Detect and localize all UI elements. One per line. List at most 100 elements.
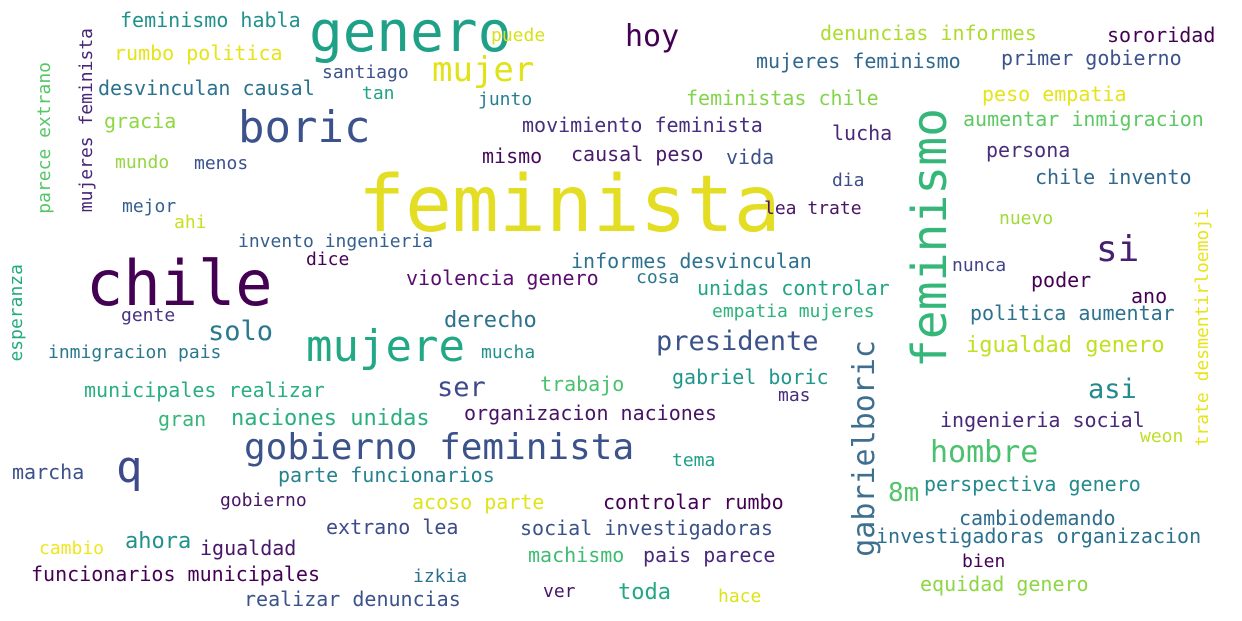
word-toda: toda [618, 580, 671, 605]
word-chile: chile [86, 247, 273, 320]
word-mujer: mujer [432, 50, 535, 90]
word-hombre: hombre [930, 435, 1039, 470]
word-empatia-mujeres: empatia mujeres [712, 301, 875, 322]
word-feminismo-habla: feminismo habla [120, 8, 301, 32]
word-feminismo: feminismo [902, 108, 958, 369]
word-aumentar-inmigracion: aumentar inmigracion [963, 107, 1204, 131]
word-perspectiva-genero: perspectiva genero [924, 472, 1141, 496]
word-parece-extrano: parece extrano [34, 62, 55, 214]
word-social-investigadoras: social investigadoras [520, 516, 773, 540]
word-ver: ver [543, 581, 576, 602]
word-si: si [1096, 229, 1140, 270]
word-funcionarios-municipales: funcionarios municipales [31, 562, 320, 586]
word-asi: asi [1088, 374, 1137, 405]
word-pais-parece: pais parece [643, 543, 776, 567]
word-cambio: cambio [39, 538, 105, 559]
word-bien: bien [962, 551, 1006, 572]
word-unidas-controlar: unidas controlar [697, 276, 890, 300]
word-dice: dice [306, 249, 350, 270]
word-causal-peso: causal peso [571, 142, 704, 166]
word-gabriel-boric: gabriel boric [672, 365, 829, 389]
word-organizacion-naciones: organizacion naciones [464, 401, 717, 425]
word-ingenieria-social: ingenieria social [940, 408, 1145, 432]
word-vida: vida [726, 145, 775, 169]
word-peso-empatia: peso empatia [982, 82, 1127, 106]
word-feministas-chile: feministas chile [686, 86, 879, 110]
word-marcha: marcha [12, 460, 85, 484]
word-primer-gobierno: primer gobierno [1001, 46, 1182, 70]
word-informes-desvinculan: informes desvinculan [571, 249, 812, 273]
word-igualdad: igualdad [200, 536, 297, 560]
word-movimiento-feminista: movimiento feminista [522, 113, 763, 137]
word-chile-invento: chile invento [1035, 165, 1192, 189]
word-poder: poder [1031, 268, 1092, 292]
word-extrano-lea: extrano lea [326, 515, 459, 539]
word-mujeres-feminismo: mujeres feminismo [756, 49, 961, 73]
word-sororidad: sororidad [1107, 23, 1216, 47]
word-hace: hace [718, 586, 762, 607]
word-mundo: mundo [115, 152, 170, 173]
word-menos: menos [194, 153, 249, 174]
word-municipales-realizar: municipales realizar [84, 378, 325, 402]
word-mas: mas [778, 385, 811, 406]
word-rumbo-politica: rumbo politica [114, 41, 283, 65]
word-equidad-genero: equidad genero [920, 572, 1089, 596]
word-gobierno-feminista: gobierno feminista [244, 427, 635, 468]
word-persona: persona [986, 138, 1071, 162]
word-weon: weon [1140, 426, 1184, 447]
word-lea-trate: lea trate [764, 198, 862, 219]
word-denuncias-informes: denuncias informes [820, 21, 1037, 45]
word-presidente: presidente [656, 326, 819, 357]
word-cosa: cosa [636, 267, 680, 288]
word-esperanza: esperanza [6, 264, 27, 362]
word-ser: ser [437, 372, 486, 403]
word-ahi: ahi [174, 212, 207, 233]
word-desvinculan-causal: desvinculan causal [98, 76, 315, 100]
word-mujeres-feminista: mujeres feminista [76, 28, 97, 213]
word-ahora: ahora [125, 529, 192, 554]
word-solo: solo [208, 316, 274, 347]
word-inmigracion-pais: inmigracion pais [48, 342, 222, 363]
word-parte-funcionarios: parte funcionarios [278, 463, 495, 487]
word-boric: boric [238, 102, 371, 153]
word-hoy: hoy [625, 19, 680, 54]
word-derecho: derecho [444, 308, 537, 333]
word-mujere: mujere [306, 321, 465, 372]
word-gente: gente [121, 305, 176, 326]
word-8m: 8m [888, 478, 920, 508]
word-feminista: feminista [358, 160, 781, 250]
word-izkia: izkia [413, 566, 468, 587]
word-lucha: lucha [832, 121, 893, 145]
word-junto: junto [478, 89, 533, 110]
word-gran: gran [158, 407, 207, 431]
word-nunca: nunca [952, 255, 1007, 276]
word-controlar-rumbo: controlar rumbo [603, 490, 784, 514]
word-tema: tema [672, 450, 716, 471]
word-igualdad-genero: igualdad genero [966, 333, 1165, 358]
word-tan: tan [362, 83, 395, 104]
word-genero: genero [309, 0, 512, 65]
word-realizar-denuncias: realizar denuncias [244, 587, 461, 611]
word-machismo: machismo [528, 543, 625, 567]
word-naciones-unidas: naciones unidas [231, 406, 430, 431]
word-trabajo: trabajo [540, 372, 625, 396]
word-trate-desmentirloemoji: trate desmentirloemoji [1192, 208, 1213, 447]
word-investigadoras-organizacion: investigadoras organizacion [876, 524, 1202, 548]
word-mismo: mismo [482, 144, 543, 168]
word-puede: puede [491, 25, 546, 46]
word-gracia: gracia [104, 109, 177, 133]
word-invento-ingenieria: invento ingenieria [238, 231, 434, 252]
word-gobierno: gobierno [220, 490, 307, 511]
word-nuevo: nuevo [999, 208, 1054, 229]
word-mejor: mejor [122, 196, 177, 217]
word-ano: ano [1131, 284, 1168, 308]
word-politica-aumentar: politica aumentar [970, 301, 1175, 325]
word-cambiodemando: cambiodemando [959, 506, 1116, 530]
word-q: q [116, 442, 143, 493]
word-dia: dia [832, 170, 865, 191]
word-santiago: santiago [322, 62, 409, 83]
word-acoso-parte: acoso parte [412, 490, 545, 514]
word-mucha: mucha [481, 342, 536, 363]
word-violencia-genero: violencia genero [406, 266, 599, 290]
